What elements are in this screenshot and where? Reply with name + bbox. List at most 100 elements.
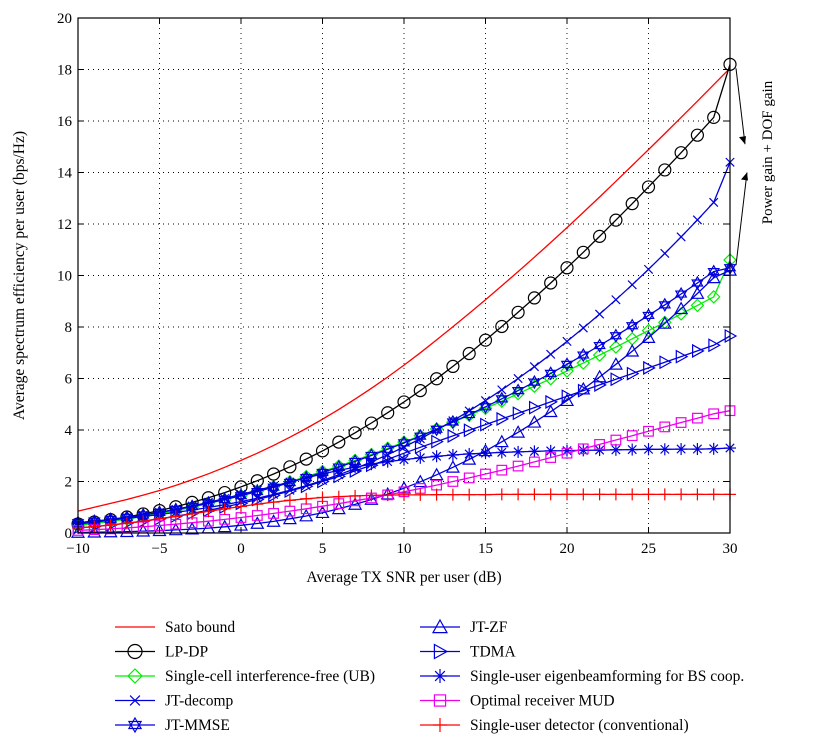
data-point-marker [691, 488, 704, 501]
data-point-marker [186, 499, 199, 512]
data-point-marker [496, 411, 510, 426]
x-tick-label: 10 [397, 541, 412, 557]
data-point-marker [478, 333, 493, 347]
data-point-marker [413, 474, 428, 488]
data-point-marker [430, 450, 443, 463]
data-point-marker [544, 276, 558, 290]
legend-item-single-cell-interference-free-ub: Single-cell interference-free (UB) [115, 668, 375, 685]
y-tick-label: 18 [57, 63, 72, 79]
data-point-marker [577, 488, 590, 501]
data-point-marker [381, 455, 394, 468]
data-point-marker [577, 383, 591, 398]
data-point-marker [674, 301, 689, 315]
data-point-marker [463, 423, 477, 438]
data-point-marker [398, 453, 410, 466]
data-point-marker [127, 716, 143, 734]
legend-item-jt-zf: JT-ZF [420, 618, 508, 636]
y-tick-label: 10 [57, 269, 72, 285]
data-point-marker [365, 489, 378, 502]
data-point-marker [479, 488, 492, 501]
data-point-marker [658, 297, 672, 313]
data-point-marker [300, 471, 313, 484]
data-point-marker [691, 443, 704, 456]
data-point-marker [546, 349, 556, 359]
legend-label: Optimal receiver MUD [470, 693, 615, 710]
series-layer [70, 57, 738, 538]
data-point-marker [251, 510, 263, 521]
data-point-marker [658, 488, 671, 501]
data-point-marker [430, 422, 443, 437]
data-point-marker [186, 507, 199, 520]
data-point-marker [433, 694, 447, 707]
data-point-marker [315, 505, 330, 519]
data-point-marker [414, 440, 428, 455]
y-tick-label: 8 [65, 320, 73, 336]
data-point-marker [625, 343, 640, 357]
y-axis-label: Average spectrum efficiency per user (bp… [11, 131, 28, 420]
data-point-marker [413, 384, 427, 398]
annotation-group: Power gain + DOF gain [735, 68, 776, 266]
data-point-marker [545, 452, 557, 463]
data-point-marker [282, 511, 297, 525]
x-tick-label: 5 [319, 541, 327, 557]
data-point-marker [675, 349, 689, 364]
legend-label: LP-DP [165, 644, 208, 661]
data-point-marker [332, 490, 345, 503]
data-point-marker [690, 286, 705, 299]
data-point-marker [430, 488, 443, 501]
x-axis-label: Average TX SNR per user (dB) [306, 569, 501, 586]
data-point-marker [611, 295, 621, 305]
power-dof-gain-annotation: Power gain + DOF gain [760, 80, 776, 224]
legend-label: Single-user eigenbeamforming for BS coop… [470, 668, 744, 685]
data-point-marker [480, 417, 493, 432]
data-point-marker [609, 443, 622, 456]
data-point-marker [446, 414, 460, 430]
y-tick-label: 16 [57, 114, 73, 130]
data-point-marker [462, 407, 476, 422]
data-point-marker [299, 452, 313, 466]
data-point-marker [560, 261, 574, 275]
data-point-marker [462, 346, 476, 361]
data-point-marker [561, 447, 573, 459]
data-point-marker [626, 366, 640, 381]
legend-item-single-user-eigenbeamforming-for-bs-coop: Single-user eigenbeamforming for BS coop… [420, 668, 744, 685]
annotation-arrow [735, 68, 746, 145]
data-point-marker [365, 458, 378, 471]
legend-label: Single-cell interference-free (UB) [165, 668, 375, 685]
y-tick-label: 4 [65, 423, 73, 439]
data-point-marker [316, 468, 329, 481]
data-point-marker [185, 521, 200, 535]
arrow-head [741, 172, 748, 181]
data-point-marker [707, 110, 721, 124]
data-point-marker [512, 488, 525, 501]
data-point-marker [513, 373, 523, 384]
data-point-marker [129, 695, 141, 706]
data-point-marker [544, 366, 557, 381]
arrow-head [739, 136, 746, 145]
data-point-marker [218, 502, 231, 515]
data-point-marker [315, 444, 330, 458]
data-point-marker [544, 488, 557, 501]
series-line [77, 267, 731, 524]
data-point-marker [266, 514, 281, 527]
data-point-marker [528, 400, 542, 415]
legend-item-jt-decomp: JT-decomp [115, 693, 234, 710]
data-point-marker [544, 444, 557, 457]
data-point-marker [251, 484, 264, 497]
data-point-marker [127, 643, 143, 660]
data-point-marker [609, 213, 623, 227]
data-point-marker [251, 498, 264, 511]
data-point-marker [527, 291, 542, 305]
y-tick-label: 2 [65, 475, 73, 491]
data-point-marker [497, 385, 507, 395]
data-point-marker [447, 476, 459, 487]
data-point-marker [594, 439, 605, 450]
data-point-marker [284, 505, 296, 517]
data-point-marker [283, 494, 296, 507]
x-tick-label: 20 [560, 541, 575, 557]
series-line [77, 269, 731, 534]
series-sato-bound [77, 67, 731, 512]
data-point-marker [169, 510, 182, 523]
data-point-marker [495, 488, 508, 501]
data-point-marker [119, 524, 134, 538]
